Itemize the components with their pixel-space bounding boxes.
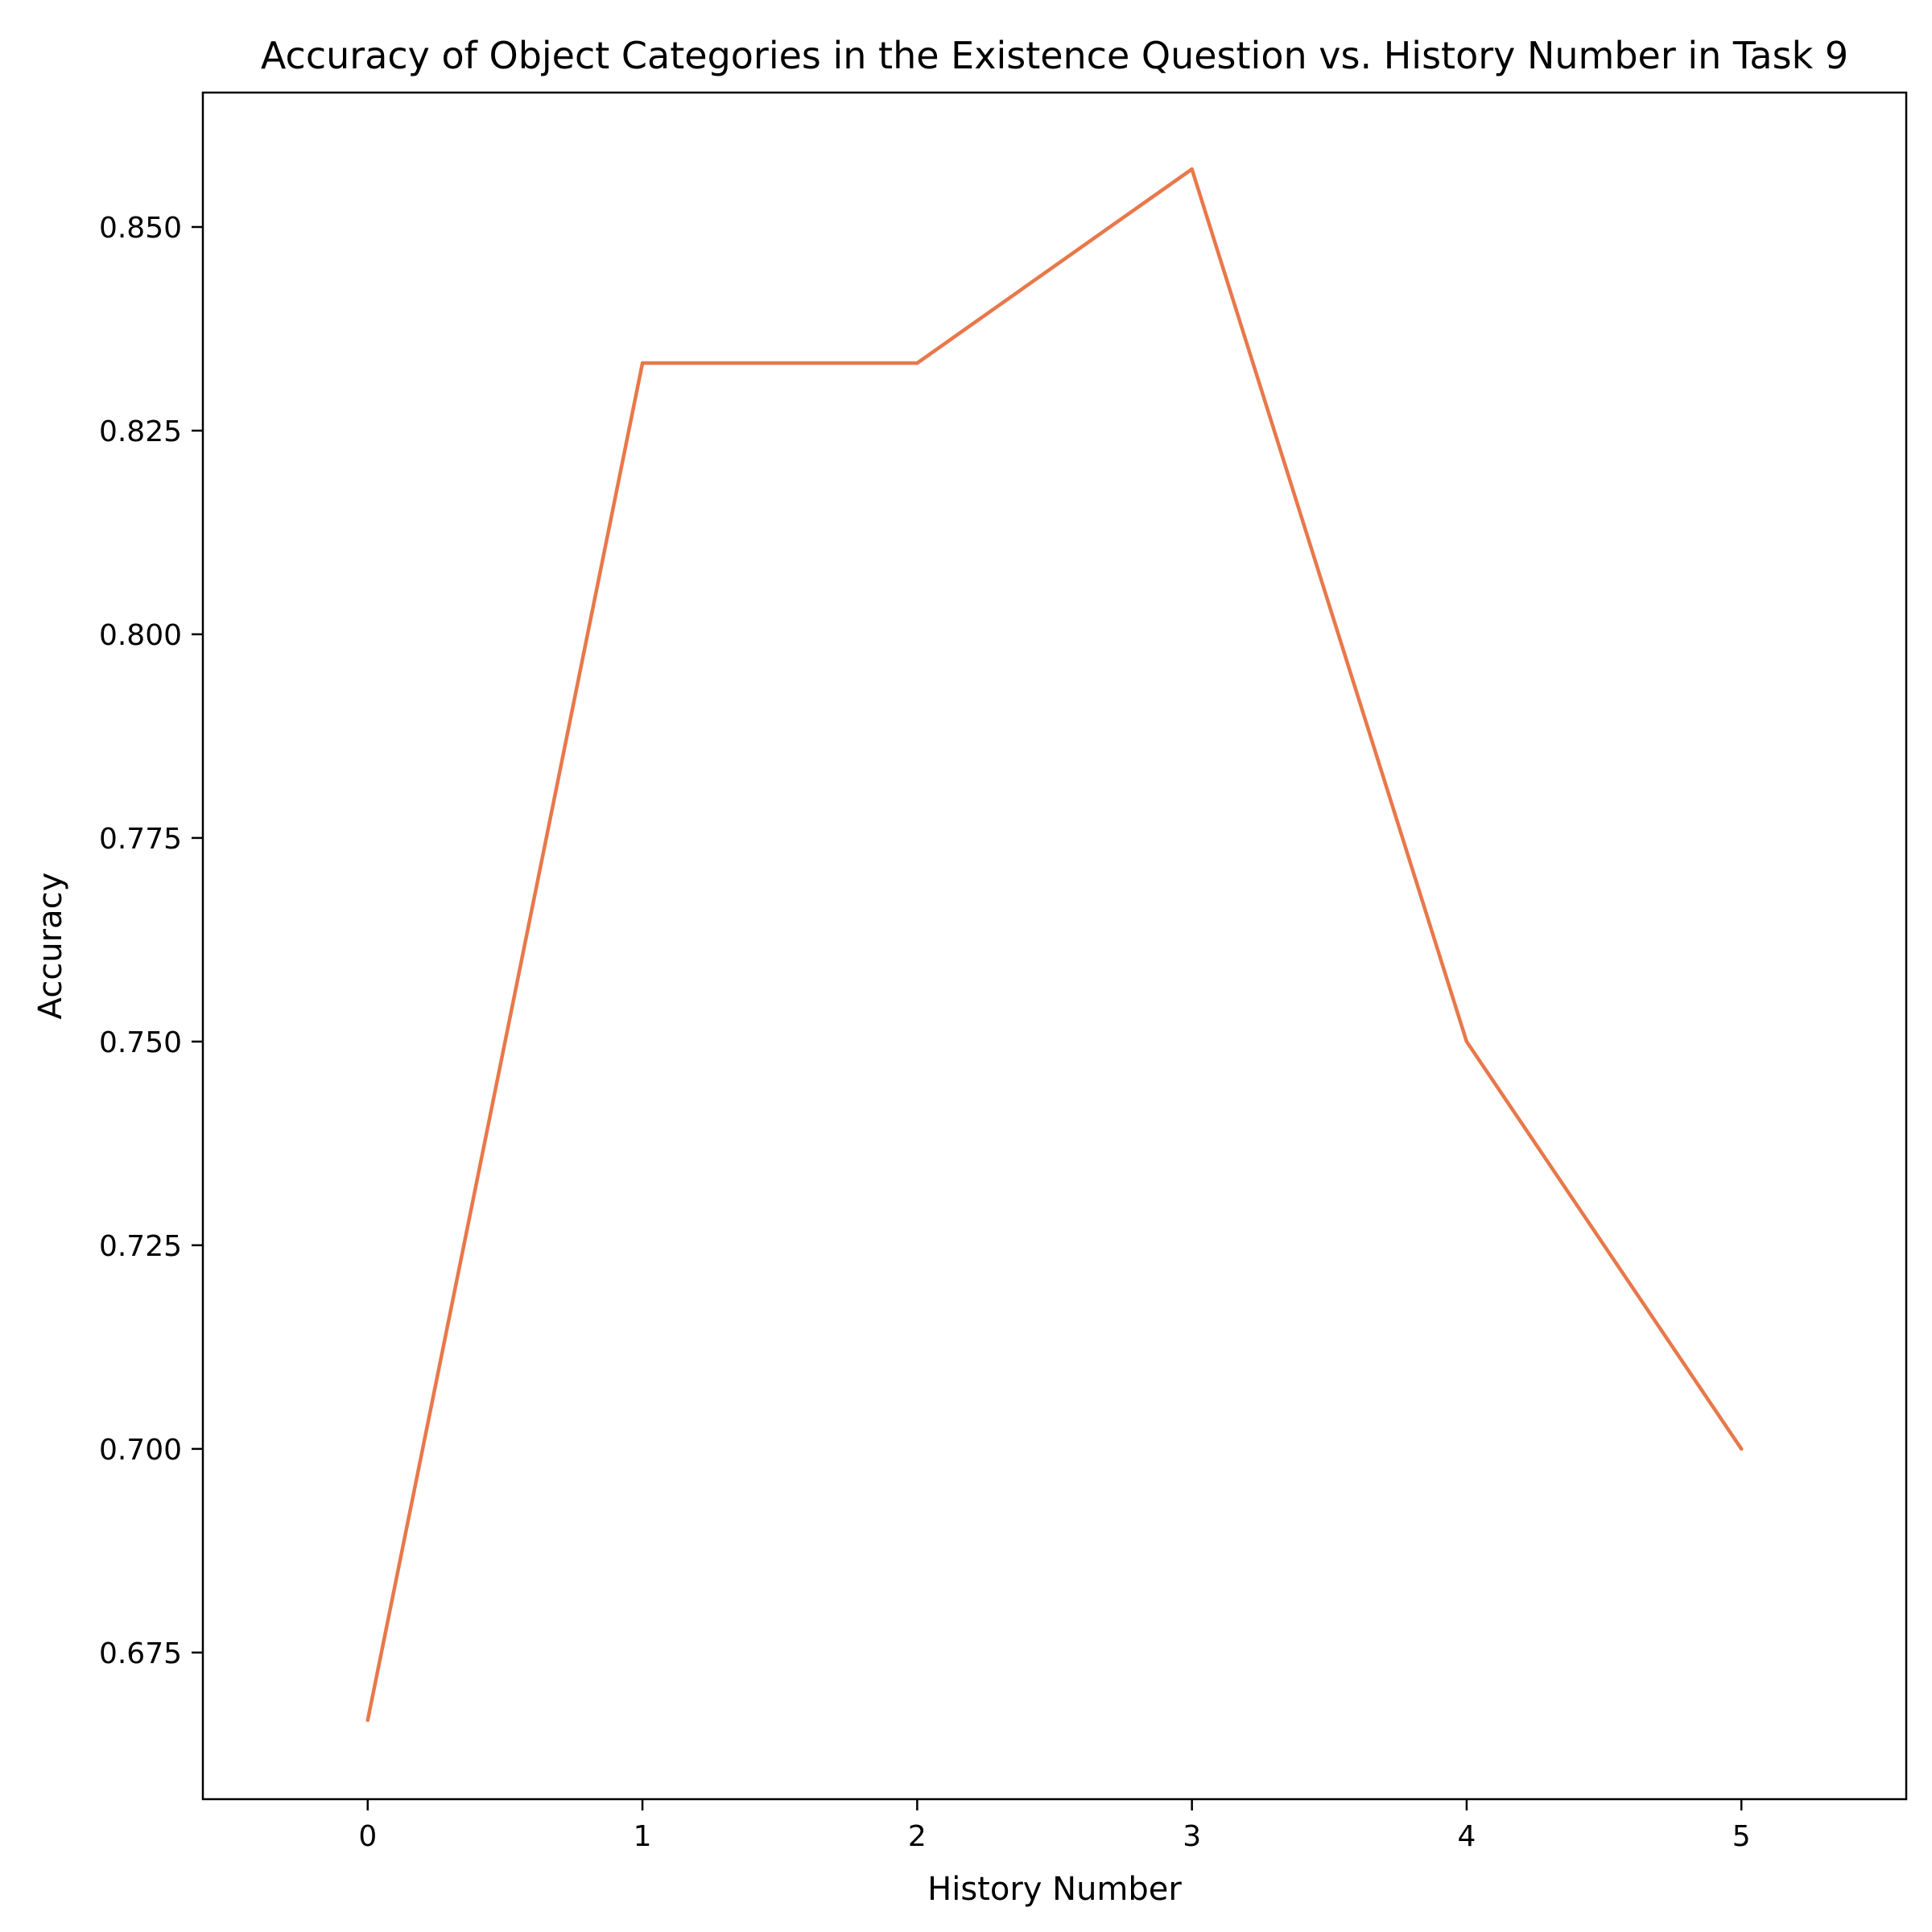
x-tick-label: 0 [358,1820,377,1853]
x-tick-label: 3 [1183,1820,1201,1853]
data-point [640,361,645,365]
y-tick-label: 0.825 [99,415,182,448]
y-tick-label: 0.700 [99,1434,182,1467]
data-point [1464,1039,1469,1044]
data-point [365,1718,369,1723]
x-tick-label: 4 [1457,1820,1476,1853]
data-point [1190,167,1194,171]
chart-title: Accuracy of Object Categories in the Exi… [261,34,1848,77]
y-tick-label: 0.750 [99,1026,182,1059]
y-tick-label: 0.725 [99,1230,182,1263]
y-tick-label: 0.675 [99,1637,182,1670]
data-point [915,361,919,365]
series-line-0 [365,167,1744,1723]
x-tick-label: 5 [1732,1820,1751,1853]
y-tick-label: 0.850 [99,212,182,245]
y-tick-label: 0.775 [99,823,182,856]
y-axis-label: Accuracy [32,873,69,1020]
data-point [1740,1447,1744,1451]
x-tick-label: 2 [908,1820,927,1853]
y-axis: 0.675 0.700 0.725 0.750 0.775 0.800 0.825 0.850 [99,212,203,1670]
x-axis-label: History Number [927,1871,1182,1908]
plot-frame [201,91,1908,1801]
series-layer [365,167,1744,1723]
y-tick-label: 0.800 [99,619,182,652]
x-axis: 0 1 2 3 4 5 [358,1799,1751,1853]
x-tick-label: 1 [634,1820,652,1853]
